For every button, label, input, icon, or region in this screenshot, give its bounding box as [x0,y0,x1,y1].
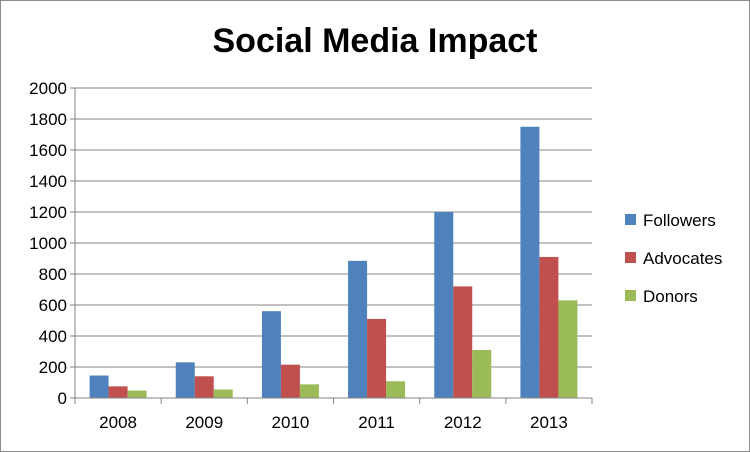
bar-advocates-2013 [539,256,559,398]
x-axis-tick-labels: 2008 2009 2010 2011 2012 2013 [99,413,568,432]
y-tick-label: 2000 [29,79,67,98]
y-axis-tick-labels: 0 200 400 600 800 1000 1200 1400 1600 1800 2000 [29,79,67,408]
bar-followers-2011 [348,260,368,398]
y-tick-label: 1600 [29,141,67,160]
legend-label-donors: Donors [643,287,698,306]
bar-donors-2008 [127,390,147,398]
bar-advocates-2009 [194,376,214,398]
bar-donors-2011 [386,381,406,398]
x-tick-label: 2011 [358,413,395,432]
bar-donors-2010 [299,384,319,398]
bar-followers-2013 [520,126,540,398]
bar-followers-2008 [89,375,109,398]
y-tick-label: 1800 [29,110,67,129]
bar-followers-2010 [261,311,281,398]
chart-title: Social Media Impact [213,22,538,60]
legend: Followers Advocates Donors [625,211,722,306]
bars [89,126,578,398]
legend-label-advocates: Advocates [643,249,722,268]
bar-donors-2013 [558,300,578,398]
x-tick-label: 2008 [99,413,137,432]
legend-swatch-advocates [625,252,636,263]
gridlines [75,87,592,368]
x-tick-label: 2012 [444,413,482,432]
bar-advocates-2012 [453,286,473,398]
legend-swatch-donors [625,290,636,301]
y-tick-label: 0 [58,389,67,408]
bar-followers-2012 [434,212,454,398]
y-tick-label: 1000 [29,234,67,253]
y-tick-label: 600 [39,296,67,315]
y-tick-label: 1400 [29,172,67,191]
y-tick-label: 400 [39,327,67,346]
x-tick-label: 2013 [530,413,568,432]
legend-swatch-followers [625,214,636,225]
legend-label-followers: Followers [643,211,716,230]
bar-advocates-2010 [280,364,300,398]
bar-advocates-2011 [367,318,387,398]
x-tick-label: 2010 [272,413,310,432]
y-tick-label: 1200 [29,203,67,222]
y-tick-label: 800 [39,265,67,284]
x-tick-label: 2009 [185,413,223,432]
bar-donors-2009 [213,389,233,398]
bar-advocates-2008 [108,386,128,398]
bar-followers-2009 [175,362,195,398]
y-tick-label: 200 [39,358,67,377]
axes [70,87,593,404]
bar-donors-2012 [472,349,492,398]
